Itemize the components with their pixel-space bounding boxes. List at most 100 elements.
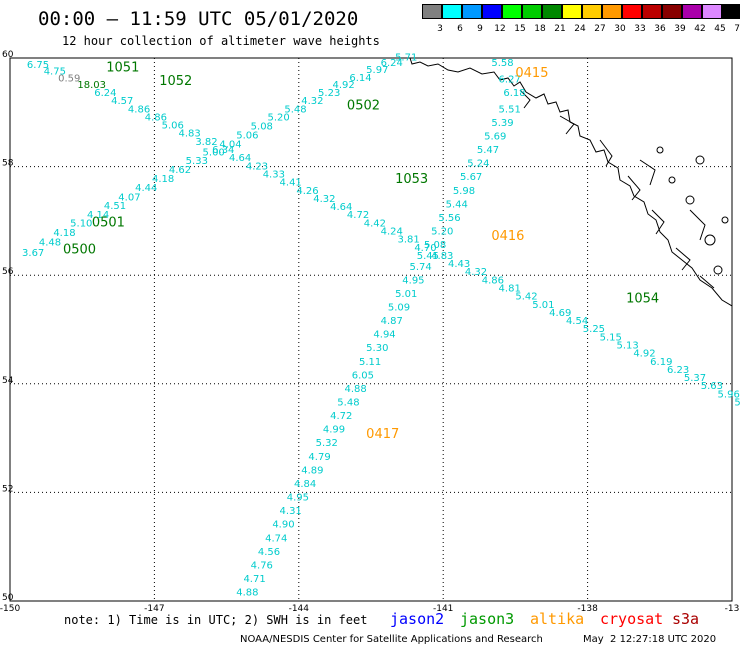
island [695, 155, 705, 165]
legend-label: 15 [514, 24, 526, 34]
wave-height-value: 4.94 [373, 330, 395, 341]
coastline-inlet [559, 115, 575, 135]
wave-height-value: 6.23 [667, 365, 689, 376]
wave-height-value: 5.06 [236, 130, 258, 141]
coastline-inlet [651, 209, 665, 235]
lat-tick-label: 52 [2, 484, 13, 494]
legend-label: 3 [437, 24, 443, 34]
legend-label: 9 [477, 24, 483, 34]
wave-height-value: 6.05 [352, 370, 374, 381]
wave-height-value: 5.45 [417, 251, 439, 262]
wave-height-value: 3.81 [397, 235, 419, 246]
wave-height-value: 4.44 [135, 183, 157, 194]
legend-swatch [442, 4, 462, 19]
wave-height-value: 4.86 [145, 112, 167, 123]
pass-time-label: 0415 [515, 66, 548, 81]
wave-height-value: 4.64 [330, 202, 352, 213]
lat-tick-label: 56 [2, 267, 14, 277]
wave-height-value: 6.34 [212, 145, 234, 156]
wave-height-value: 5.06 [162, 121, 184, 132]
wave-height-value: 5.23 [318, 88, 340, 99]
wave-height-value: 4.71 [243, 574, 265, 585]
wave-height-value: 4.83 [178, 129, 200, 140]
legend-swatch [622, 4, 642, 19]
lat-tick-label: 58 [2, 159, 14, 169]
lat-tick-label: 54 [2, 376, 14, 386]
wave-height-value: 5.24 [467, 159, 489, 170]
wave-height-value: 5.67 [460, 172, 482, 183]
footer-timestamp: May 2 12:27:18 UTC 2020 [583, 634, 717, 645]
pass-time-label: 1053 [395, 172, 428, 187]
island [721, 216, 729, 224]
wave-height-value: 5.20 [431, 226, 453, 237]
wave-height-value: 5.44 [446, 199, 468, 210]
legend-swatch [542, 4, 562, 19]
satellite-jason3: jason3 [460, 610, 515, 628]
wave-height-value: 6.75 [27, 60, 49, 71]
pass-time-label: 0501 [92, 215, 125, 230]
wave-height-value: 4.32 [301, 96, 323, 107]
island [656, 146, 664, 154]
wave-height-value: 5.48 [284, 104, 306, 115]
wave-height-value: 5.74 [410, 262, 432, 273]
wave-height-value: 4.83 [431, 251, 453, 262]
satellite-altika: altika [530, 610, 585, 628]
lon-tick-label: -150 [0, 604, 20, 614]
wave-height-value: 5.97 [366, 65, 388, 76]
wave-height-value: 5.58 [491, 58, 513, 69]
legend-label: 36 [654, 24, 666, 34]
legend-label: 42 [694, 24, 706, 34]
wave-height-value: 4.51 [104, 201, 126, 212]
wave-height-value: 0.59 [58, 73, 80, 84]
island [685, 195, 695, 205]
footer-note: note: 1) Time is in UTC; 2) SWH is in fe… [64, 613, 368, 627]
wave-height-value: 4.88 [345, 384, 367, 395]
wave-height-value: 4.74 [265, 533, 287, 544]
lat-tick-label: 50 [2, 593, 14, 603]
wave-height-value: 5.01 [395, 289, 417, 300]
wave-height-value: 5.20 [268, 112, 290, 123]
lon-tick-label: -141 [433, 604, 453, 614]
coastline-inlet [699, 275, 715, 289]
wave-height-value: 5.11 [359, 357, 381, 368]
wave-height-value: 4.57 [111, 96, 133, 107]
legend-label: 21 [554, 24, 566, 34]
map-frame [9, 57, 733, 602]
legend-label: 70 [734, 24, 740, 34]
wave-height-value: 4.92 [332, 80, 354, 91]
wave-height-value: 5.47 [477, 145, 499, 156]
wave-height-value: 4.88 [236, 588, 258, 599]
wave-height-value: 5.51 [499, 104, 521, 115]
wave-height-value: 4.79 [308, 452, 330, 463]
wave-height-value: 4.54 [566, 316, 588, 327]
lon-tick-label: -13 [725, 604, 740, 614]
wave-height-value: 4.41 [280, 178, 302, 189]
wave-height-value: 5.08 [424, 240, 446, 251]
legend-swatch [562, 4, 582, 19]
wave-height-value: 5.09 [388, 302, 410, 313]
legend-label: 39 [674, 24, 686, 34]
wave-height-value: 4.24 [381, 226, 403, 237]
legend-swatch [482, 4, 502, 19]
wave-height-value: 3.82 [195, 137, 217, 148]
wave-height-value: 6.14 [349, 73, 371, 84]
wave-height-value: 4.48 [39, 237, 61, 248]
wave-height-value: 6.27 [499, 74, 521, 85]
pass-time-label: 0500 [63, 242, 96, 257]
wave-height-value: 6.24 [381, 58, 403, 69]
wave-height-value: 4.43 [448, 259, 470, 270]
satellite-cryosat: cryosat [600, 610, 664, 628]
wave-height-value: 4.69 [549, 308, 571, 319]
legend-label: 6 [457, 24, 463, 34]
pass-time-label: 0416 [491, 229, 524, 244]
legend-label: 30 [614, 24, 626, 34]
wave-height-value: 5.30 [366, 343, 388, 354]
wave-height-value: 4.42 [364, 218, 386, 229]
wave-height-value: 4.92 [633, 349, 655, 360]
wave-height-value: 4.89 [301, 465, 323, 476]
coastline-inlet [599, 139, 613, 167]
legend-swatch [502, 4, 522, 19]
wave-height-value: 4.76 [251, 560, 273, 571]
wave-height-value: 5.25 [583, 324, 605, 335]
